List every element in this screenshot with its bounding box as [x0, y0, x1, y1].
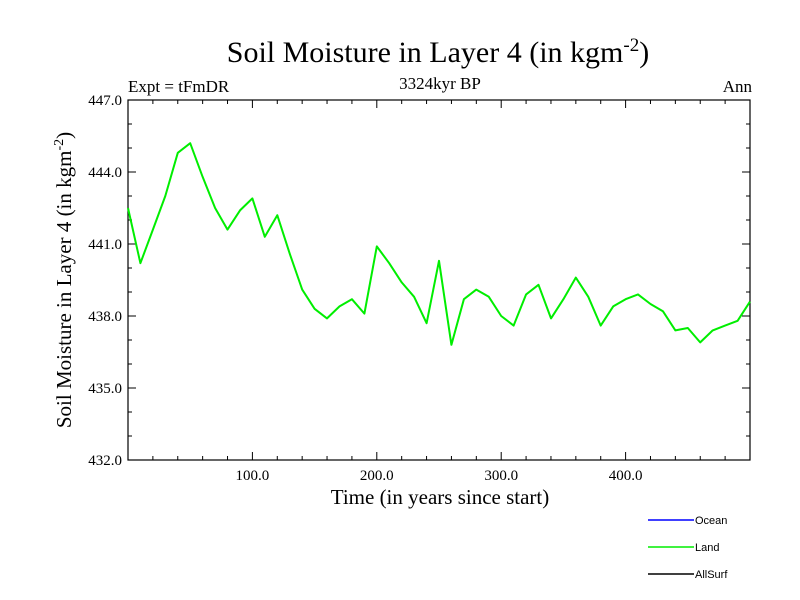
chart-title-main: Soil Moisture in Layer 4 (in kgm — [227, 36, 624, 69]
experiment-label: Expt = tFmDR — [128, 77, 230, 96]
y-axis-label-close: ) — [52, 132, 76, 139]
y-axis-label: Soil Moisture in Layer 4 (in kgm-2) — [52, 132, 76, 428]
chart-title-superscript: -2 — [623, 35, 639, 56]
legend-label-ocean: Ocean — [695, 515, 727, 527]
chart-subtitle: 3324kyr BP — [399, 74, 481, 93]
y-tick-label: 438.0 — [88, 309, 122, 325]
legend-label-land: Land — [695, 542, 719, 554]
x-tick-label: 300.0 — [484, 468, 518, 484]
legend-label-allsurf: AllSurf — [695, 569, 728, 581]
x-tick-label: 400.0 — [609, 468, 643, 484]
x-tick-label: 200.0 — [360, 468, 394, 484]
series-line-land — [127, 142, 751, 346]
chart-title-close: ) — [639, 36, 649, 69]
legend: Ocean Land AllSurf — [648, 515, 728, 581]
y-tick-label: 441.0 — [88, 237, 122, 253]
y-tick-label: 432.0 — [88, 453, 122, 469]
season-label: Ann — [723, 77, 753, 96]
plot-frame — [127, 99, 751, 461]
x-axis-label: Time (in years since start) — [331, 485, 550, 509]
y-tick-label: 435.0 — [88, 381, 122, 397]
y-tick-label: 447.0 — [88, 93, 122, 109]
y-axis-label-superscript: -2 — [52, 139, 67, 151]
x-tick-label: 100.0 — [236, 468, 270, 484]
y-axis-label-main: Soil Moisture in Layer 4 (in kgm — [52, 151, 76, 429]
y-tick-label: 444.0 — [88, 165, 122, 181]
chart-title: Soil Moisture in Layer 4 (in kgm-2) — [227, 35, 649, 69]
